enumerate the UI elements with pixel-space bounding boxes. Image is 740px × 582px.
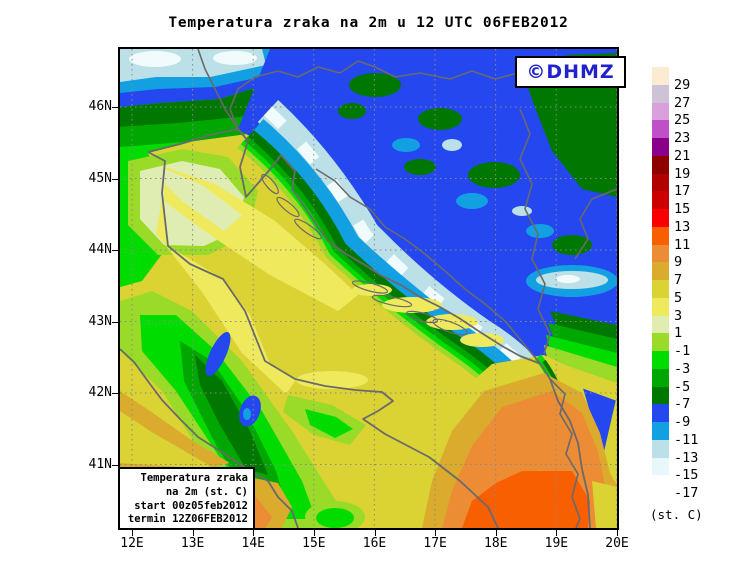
islands-layer bbox=[261, 173, 468, 336]
legend-value: 21 bbox=[674, 147, 691, 164]
dhmz-logo-text: ©DHMZ bbox=[526, 61, 615, 83]
legend-value: 1 bbox=[674, 325, 683, 342]
y-axis-label: 41N bbox=[88, 456, 112, 472]
legend-swatch bbox=[652, 422, 669, 440]
legend-swatch bbox=[652, 155, 669, 174]
legend-swatch bbox=[652, 138, 669, 156]
legend-value: 11 bbox=[674, 236, 691, 253]
x-axis-tick bbox=[313, 530, 315, 536]
border-lines bbox=[197, 49, 617, 528]
legend-swatch bbox=[652, 84, 669, 103]
y-axis-label: 46N bbox=[88, 99, 112, 114]
legend-value: 17 bbox=[674, 183, 691, 200]
legend-swatch bbox=[652, 209, 669, 227]
map-frame: ©DHMZ Temperatura zraka na 2m (st. C) st… bbox=[118, 47, 626, 530]
legend-value: -3 bbox=[674, 360, 691, 377]
map-title: Temperatura zraka na 2m u 12 UTC 06FEB20… bbox=[168, 15, 569, 31]
y-axis-tick bbox=[112, 393, 118, 394]
x-axis-label: 18E bbox=[484, 536, 508, 551]
y-axis-label: 43N bbox=[88, 313, 112, 329]
legend-value: -7 bbox=[674, 396, 691, 413]
dhmz-logo: ©DHMZ bbox=[515, 56, 626, 88]
legend-swatch bbox=[652, 262, 669, 280]
legend-swatch bbox=[652, 102, 669, 121]
y-axis-tick bbox=[112, 107, 118, 108]
legend-swatch bbox=[652, 67, 669, 85]
legend-swatch bbox=[652, 315, 669, 334]
y-axis-tick bbox=[112, 321, 118, 323]
y-axis-label: 45N bbox=[88, 170, 112, 186]
x-axis-label: 12E bbox=[120, 536, 144, 551]
x-axis-label: 19E bbox=[544, 536, 569, 551]
y-axis-label: 44N bbox=[88, 242, 112, 257]
legend-swatch bbox=[652, 226, 669, 245]
legend-value: -9 bbox=[674, 414, 691, 430]
info-line-1: Temperatura zraka bbox=[140, 472, 248, 484]
legend-value: -5 bbox=[674, 378, 691, 395]
legend-value: -1 bbox=[674, 343, 691, 359]
y-axis-tick bbox=[112, 250, 118, 251]
legend-value: 19 bbox=[674, 165, 691, 182]
legend-value: 9 bbox=[674, 254, 683, 271]
x-axis-label: 16E bbox=[362, 536, 387, 551]
legend-swatch bbox=[652, 191, 669, 209]
legend-swatch bbox=[652, 173, 669, 192]
x-axis-label: 20E bbox=[605, 536, 629, 551]
legend-value: 13 bbox=[674, 218, 691, 235]
legend-swatch bbox=[652, 333, 669, 351]
y-axis-label: 42N bbox=[88, 385, 112, 400]
legend-value: -15 bbox=[674, 467, 699, 484]
legend-swatch bbox=[652, 475, 669, 493]
x-axis-label: 15E bbox=[302, 536, 326, 551]
legend-unit-label: (st. C) bbox=[650, 507, 703, 522]
legend-swatch bbox=[652, 368, 669, 387]
x-axis-tick bbox=[253, 530, 255, 536]
info-line-3: start 00z05feb2012 bbox=[134, 499, 248, 512]
x-axis-tick bbox=[617, 530, 618, 536]
legend-value: 27 bbox=[674, 94, 691, 111]
legend-value: -11 bbox=[674, 431, 699, 448]
legend-swatch bbox=[652, 439, 669, 458]
adriatic-shading-layer bbox=[156, 167, 358, 394]
x-axis-tick bbox=[192, 530, 194, 536]
x-axis-tick bbox=[374, 530, 376, 536]
legend-swatch bbox=[652, 351, 669, 369]
legend-value: 7 bbox=[674, 272, 683, 288]
x-axis-tick bbox=[435, 530, 437, 536]
y-axis-tick bbox=[112, 464, 118, 466]
legend-swatch bbox=[652, 280, 669, 298]
x-axis-label: 13E bbox=[180, 536, 205, 551]
y-axis-tick bbox=[112, 178, 118, 180]
alps-cold-layer bbox=[120, 49, 502, 147]
legend-swatch bbox=[652, 457, 669, 476]
legend-value: 29 bbox=[674, 76, 691, 93]
temperature-map-canvas bbox=[120, 49, 617, 528]
legend-swatch bbox=[652, 120, 669, 138]
legend-value: 5 bbox=[674, 289, 683, 306]
legend-value: 15 bbox=[674, 201, 691, 217]
legend-value: 25 bbox=[674, 112, 691, 129]
legend-value: -13 bbox=[674, 449, 699, 466]
x-axis-tick bbox=[132, 530, 133, 536]
apennines-layer bbox=[120, 291, 366, 528]
legend-swatch bbox=[652, 297, 669, 316]
info-line-2: na 2m (st. C) bbox=[165, 485, 248, 498]
legend-value: 23 bbox=[674, 130, 691, 146]
x-axis-label: 17E bbox=[423, 536, 447, 551]
map-info-box: Temperatura zraka na 2m (st. C) start 00… bbox=[118, 467, 255, 530]
legend-value: -17 bbox=[674, 485, 699, 501]
x-axis-tick bbox=[495, 530, 497, 536]
x-axis-tick bbox=[556, 530, 558, 536]
legend-value: 3 bbox=[674, 307, 683, 324]
x-axis-label: 14E bbox=[241, 536, 265, 551]
info-line-4: termin 12Z06FEB2012 bbox=[127, 513, 248, 526]
coastline-layer bbox=[120, 128, 591, 528]
legend-swatch bbox=[652, 386, 669, 405]
legend-swatch bbox=[652, 244, 669, 263]
legend-swatch bbox=[652, 404, 669, 422]
